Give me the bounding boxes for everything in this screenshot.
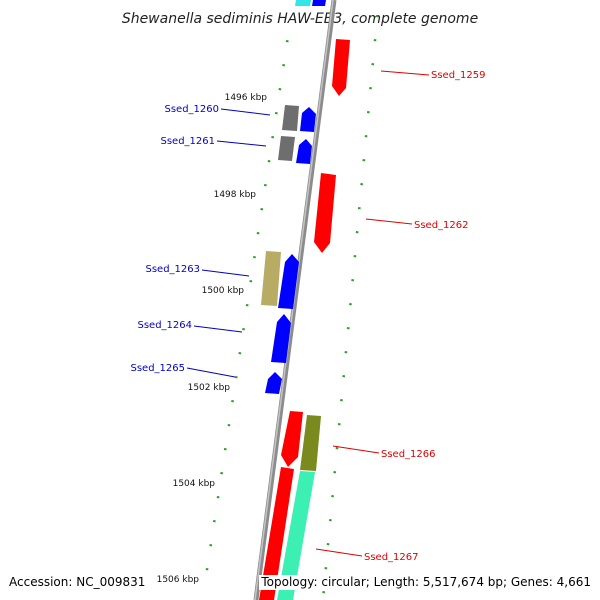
scale-label-1506: 1506 kbp xyxy=(157,575,200,585)
leader-ssed-1260 xyxy=(220,108,271,116)
scale-label-1502: 1502 kbp xyxy=(188,383,231,393)
gene-feature-ssed-1267-aqua[interactable] xyxy=(277,471,315,600)
accession-label: Accession: NC_009831 xyxy=(7,575,148,590)
gene-feature-ssed-1266-olive[interactable] xyxy=(300,415,321,471)
scale-label-1504: 1504 kbp xyxy=(173,479,216,489)
gene-feature-ssed-1267-red[interactable] xyxy=(259,467,294,600)
gene-feature-blue-top xyxy=(312,0,326,6)
gene-label-ssed-1259[interactable]: Ssed_1259 xyxy=(431,70,486,81)
gene-feature-ssed-1261-gray[interactable] xyxy=(278,136,295,161)
gene-arrow-ssed-1266[interactable] xyxy=(281,411,303,467)
label-leader-lines xyxy=(186,70,430,557)
leader-ssed-1265 xyxy=(186,367,236,378)
gene-arrow-ssed-1260[interactable] xyxy=(300,107,316,132)
gene-arrow-ssed-1262[interactable] xyxy=(314,173,336,253)
gene-feature-cyan-top xyxy=(295,0,311,6)
genome-backbone xyxy=(253,0,337,600)
gene-arrow-ssed-1264[interactable] xyxy=(271,314,291,363)
gene-arrow-ssed-1261[interactable] xyxy=(296,139,312,164)
leader-ssed-1266 xyxy=(332,445,380,454)
gene-label-ssed-1263[interactable]: Ssed_1263 xyxy=(145,264,200,275)
gene-label-ssed-1266[interactable]: Ssed_1266 xyxy=(381,449,436,460)
gene-label-ssed-1267[interactable]: Ssed_1267 xyxy=(364,552,419,563)
scale-label-1500: 1500 kbp xyxy=(202,286,245,296)
gene-arrow-ssed-1263[interactable] xyxy=(278,254,299,309)
gene-label-ssed-1262[interactable]: Ssed_1262 xyxy=(414,220,469,231)
leader-ssed-1263 xyxy=(201,269,250,277)
gene-label-ssed-1261[interactable]: Ssed_1261 xyxy=(160,136,215,147)
scale-label-1496: 1496 kbp xyxy=(225,93,268,103)
gene-arrow-ssed-1265[interactable] xyxy=(265,372,282,394)
scale-label-1498: 1498 kbp xyxy=(214,190,257,200)
leader-ssed-1264 xyxy=(193,325,243,333)
gene-label-ssed-1264[interactable]: Ssed_1264 xyxy=(137,320,192,331)
leader-ssed-1259 xyxy=(380,70,430,76)
leader-ssed-1262 xyxy=(365,218,413,225)
map-title: Shewanella sediminis HAW-EB3, complete g… xyxy=(122,11,478,27)
gene-feature-ssed-1260-gray[interactable] xyxy=(282,105,299,131)
gene-label-ssed-1265[interactable]: Ssed_1265 xyxy=(130,363,185,374)
topology-label: Topology: circular; Length: 5,517,674 bp… xyxy=(259,575,593,590)
leader-ssed-1261 xyxy=(216,140,267,147)
leader-ssed-1267 xyxy=(315,548,363,557)
outer-dotted-arc xyxy=(322,15,379,594)
inner-dotted-arc xyxy=(205,40,289,571)
gene-feature-ssed-1263-khaki[interactable] xyxy=(261,251,281,306)
gene-label-ssed-1260[interactable]: Ssed_1260 xyxy=(164,104,219,115)
gene-arrow-ssed-1259[interactable] xyxy=(332,39,350,96)
